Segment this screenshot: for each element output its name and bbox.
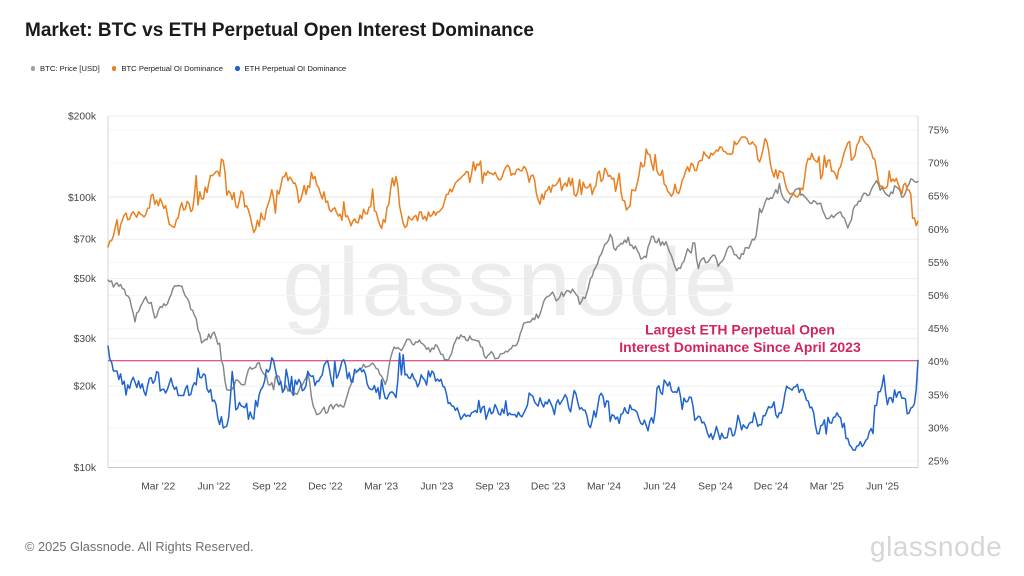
svg-text:35%: 35% bbox=[928, 390, 949, 401]
svg-text:25%: 25% bbox=[928, 457, 949, 468]
svg-text:$20k: $20k bbox=[74, 382, 97, 393]
svg-text:Dec '23: Dec '23 bbox=[531, 482, 566, 493]
svg-text:glassnode: glassnode bbox=[282, 229, 739, 336]
svg-text:Mar '24: Mar '24 bbox=[587, 482, 621, 493]
svg-text:60%: 60% bbox=[928, 225, 949, 236]
svg-text:50%: 50% bbox=[928, 291, 949, 302]
svg-text:Mar '23: Mar '23 bbox=[364, 482, 398, 493]
svg-text:Jun '25: Jun '25 bbox=[866, 482, 899, 493]
svg-text:Dec '24: Dec '24 bbox=[754, 482, 789, 493]
svg-text:Jun '22: Jun '22 bbox=[197, 482, 230, 493]
svg-text:Mar '25: Mar '25 bbox=[810, 482, 844, 493]
svg-text:Interest Dominance Since April: Interest Dominance Since April 2023 bbox=[619, 339, 861, 355]
svg-text:30%: 30% bbox=[928, 423, 949, 434]
svg-text:75%: 75% bbox=[928, 126, 949, 137]
svg-text:$30k: $30k bbox=[74, 334, 97, 345]
svg-text:Sep '24: Sep '24 bbox=[698, 482, 733, 493]
svg-text:65%: 65% bbox=[928, 192, 949, 203]
svg-text:55%: 55% bbox=[928, 258, 949, 269]
svg-text:$200k: $200k bbox=[68, 112, 97, 123]
svg-text:Dec '22: Dec '22 bbox=[308, 482, 343, 493]
svg-text:70%: 70% bbox=[928, 159, 949, 170]
svg-text:40%: 40% bbox=[928, 357, 949, 368]
svg-text:$50k: $50k bbox=[74, 274, 97, 285]
svg-text:Largest ETH Perpetual Open: Largest ETH Perpetual Open bbox=[645, 322, 835, 338]
svg-text:Sep '22: Sep '22 bbox=[252, 482, 287, 493]
svg-text:$70k: $70k bbox=[74, 235, 97, 246]
svg-text:Sep '23: Sep '23 bbox=[475, 482, 510, 493]
svg-text:45%: 45% bbox=[928, 324, 949, 335]
svg-text:$100k: $100k bbox=[68, 193, 97, 204]
svg-text:Mar '22: Mar '22 bbox=[141, 482, 175, 493]
svg-text:Jun '24: Jun '24 bbox=[643, 482, 676, 493]
svg-text:Jun '23: Jun '23 bbox=[420, 482, 453, 493]
svg-text:$10k: $10k bbox=[74, 463, 97, 474]
